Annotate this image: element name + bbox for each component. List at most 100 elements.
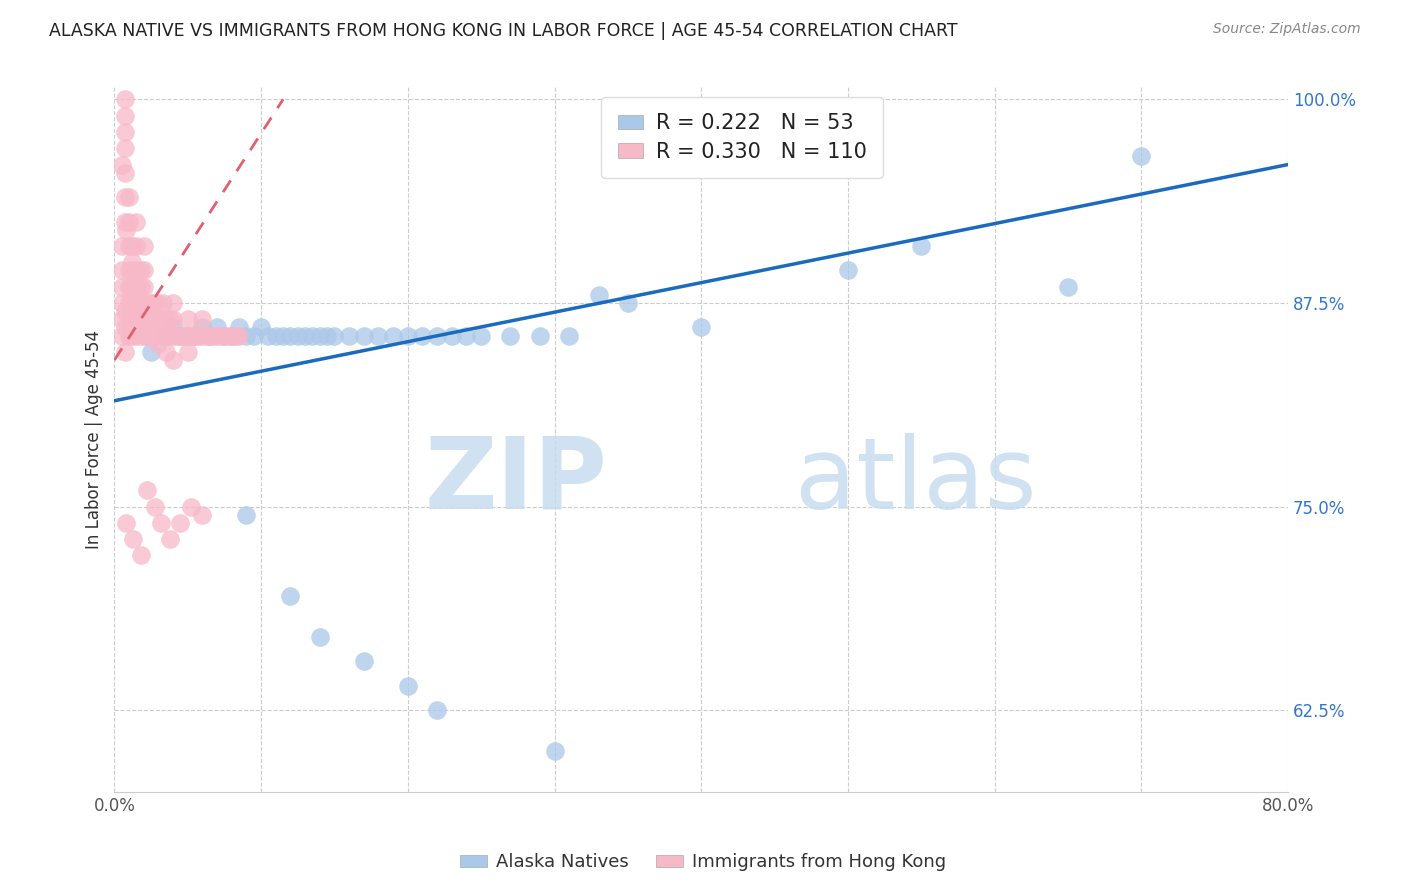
Point (129, 263, 152, 277)
Point (155, 344, 177, 359)
Point (235, 508, 257, 522)
Point (159, 532, 181, 546)
Point (121, 312, 143, 326)
Point (148, 312, 170, 326)
Point (155, 312, 177, 326)
Point (159, 312, 181, 326)
Point (143, 296, 166, 310)
Point (191, 328, 214, 343)
Point (125, 279, 148, 293)
Point (235, 328, 257, 343)
Point (250, 320, 273, 334)
Point (205, 328, 228, 343)
Point (127, 288, 149, 302)
Point (139, 296, 162, 310)
Point (114, 125, 136, 139)
Point (121, 255, 143, 269)
Text: ZIP: ZIP (425, 433, 607, 530)
Legend: Alaska Natives, Immigrants from Hong Kong: Alaska Natives, Immigrants from Hong Kon… (453, 847, 953, 879)
Point (118, 279, 141, 293)
Point (456, 328, 478, 343)
Point (136, 296, 159, 310)
Point (169, 328, 191, 343)
Point (115, 516, 138, 530)
Point (198, 328, 221, 343)
Point (118, 296, 141, 310)
Text: Source: ZipAtlas.com: Source: ZipAtlas.com (1213, 22, 1361, 37)
Point (181, 328, 204, 343)
Point (136, 312, 159, 326)
Point (191, 320, 214, 334)
Point (143, 328, 166, 343)
Point (367, 328, 389, 343)
Point (132, 312, 155, 326)
Point (118, 312, 141, 326)
Point (690, 320, 713, 334)
Point (162, 320, 184, 334)
Point (910, 239, 932, 253)
Point (177, 312, 200, 326)
Point (152, 296, 174, 310)
Point (617, 296, 640, 310)
Point (169, 516, 191, 530)
Point (129, 549, 152, 563)
Point (228, 320, 250, 334)
Point (177, 328, 200, 343)
Point (198, 328, 221, 343)
Point (470, 328, 492, 343)
Point (139, 344, 162, 359)
Point (440, 328, 463, 343)
Point (195, 328, 218, 343)
Point (426, 703, 449, 717)
Point (287, 328, 309, 343)
Point (125, 239, 148, 253)
Point (294, 328, 316, 343)
Point (125, 296, 148, 310)
Point (280, 328, 302, 343)
Point (221, 328, 243, 343)
Point (214, 328, 236, 343)
Point (184, 328, 207, 343)
Point (211, 328, 233, 343)
Point (162, 296, 184, 310)
Point (111, 279, 134, 293)
Point (148, 336, 170, 351)
Point (264, 328, 287, 343)
Point (139, 320, 162, 334)
Point (177, 344, 200, 359)
Point (150, 516, 173, 530)
Point (111, 296, 134, 310)
Point (1057, 279, 1080, 293)
Point (135, 483, 157, 498)
Point (118, 190, 141, 204)
Point (132, 304, 155, 318)
Point (111, 328, 134, 343)
Point (114, 92, 136, 106)
Text: ALASKA NATIVE VS IMMIGRANTS FROM HONG KONG IN LABOR FORCE | AGE 45-54 CORRELATIO: ALASKA NATIVE VS IMMIGRANTS FROM HONG KO… (49, 22, 957, 40)
Point (129, 312, 152, 326)
Point (221, 328, 243, 343)
Point (125, 214, 148, 228)
Point (396, 328, 419, 343)
Point (155, 328, 177, 343)
Y-axis label: In Labor Force | Age 45-54: In Labor Force | Age 45-54 (86, 329, 103, 549)
Point (257, 328, 280, 343)
Point (139, 312, 162, 326)
Point (228, 328, 250, 343)
Point (121, 239, 143, 253)
Point (837, 263, 859, 277)
Point (202, 328, 225, 343)
Point (111, 157, 134, 171)
Point (242, 328, 264, 343)
Point (121, 296, 143, 310)
Point (301, 328, 323, 343)
Point (132, 239, 155, 253)
Point (118, 239, 141, 253)
Point (162, 328, 184, 343)
Point (114, 344, 136, 359)
Point (136, 328, 159, 343)
Point (114, 166, 136, 180)
Text: atlas: atlas (794, 433, 1036, 530)
Point (155, 328, 177, 343)
Point (111, 263, 134, 277)
